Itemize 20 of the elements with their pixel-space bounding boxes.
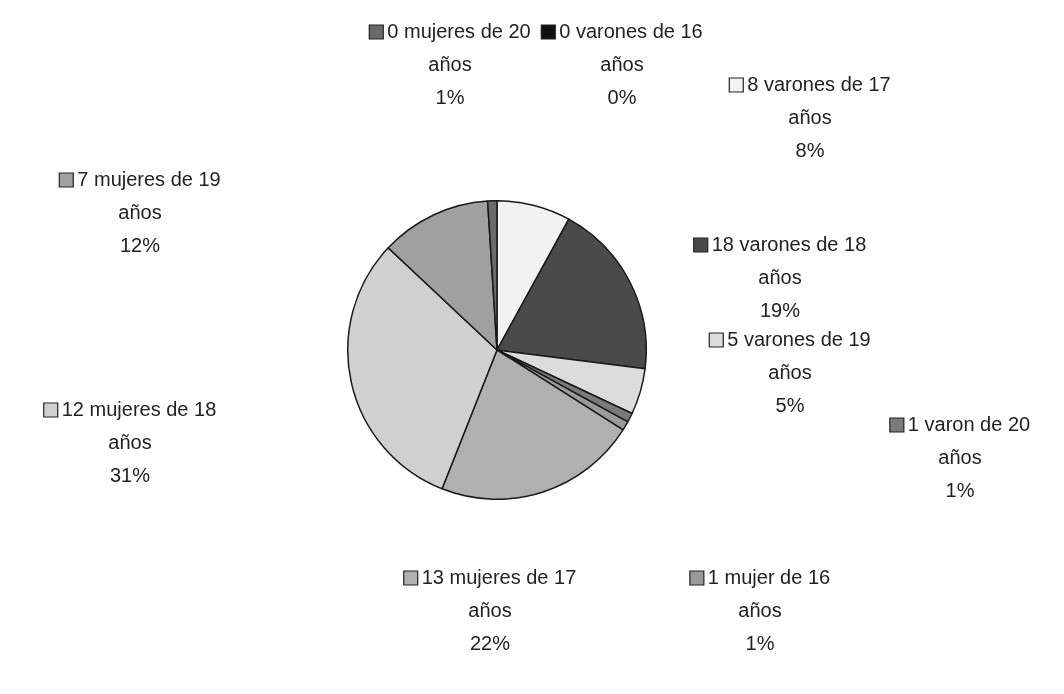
data-label: 5% [775, 393, 805, 416]
legend-label: 13 mujeres de 17 años [421, 565, 577, 621]
legend-label: 1 mujer de 16 años [707, 565, 831, 621]
data-label: 22% [469, 631, 511, 654]
legend-label: 7 mujeres de 19 años [77, 167, 221, 223]
data-label: 19% [759, 298, 801, 321]
legend-label: 12 mujeres de 18 años [61, 397, 217, 453]
data-label: 1% [945, 478, 975, 501]
text: 0% [607, 85, 637, 108]
data-label: 31% [109, 463, 151, 486]
data-label: 1% [745, 631, 775, 654]
data-label: 12% [119, 233, 161, 256]
legend-label: 18 varones de 18 años [711, 232, 867, 288]
data-label: 1% [435, 85, 465, 108]
legend-label: 8 varones de 17 años [747, 72, 891, 128]
legend-label: 5 varones de 19 años [727, 327, 871, 383]
legend-label: 1 varon de 20 años [907, 412, 1031, 468]
data-label: 8% [795, 138, 825, 161]
legend-label: 0 varones de 16 años [559, 19, 703, 75]
legend-label: 0 mujeres de 20 años [387, 19, 531, 75]
